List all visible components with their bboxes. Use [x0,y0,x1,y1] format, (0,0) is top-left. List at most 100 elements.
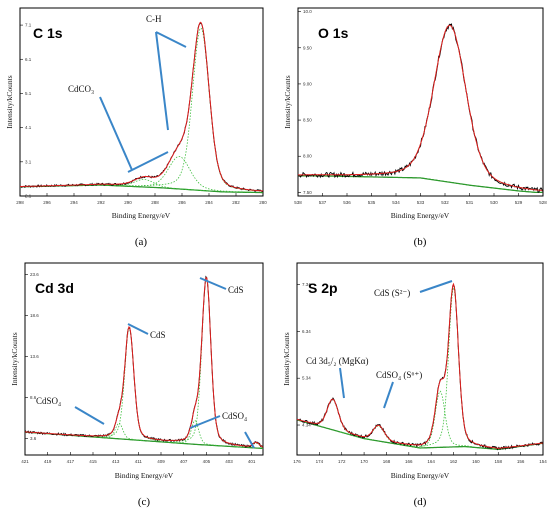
arrow-cd3d-mgka [339,367,345,399]
panel-letter-d: (d) [414,496,427,508]
x-tick-label: 286 [178,200,186,205]
curves-c1s [19,21,264,194]
curves-s2p [296,282,544,451]
y-tick-label: 8.00 [303,154,312,159]
arrow-cds-2 [199,277,227,290]
arrow-cdso4-s6 [383,381,394,409]
arrow-cds-s2 [419,280,453,293]
component-peak-2-3 [170,420,221,446]
y-ticks-c1s: 2.1 3.1 4.1 5.1 6.1 7.1 [20,23,32,199]
panel-letter-a: (a) [135,236,148,248]
x-tick-label: 530 [490,200,498,205]
x-tick-label: 535 [368,200,376,205]
panel-title-s2p: S 2p [308,280,338,296]
x-tick-label: 403 [225,459,233,464]
raw-spectrum-2 [24,275,264,448]
x-tick-label: 280 [259,200,267,205]
arrows-c1s [99,31,187,173]
y-tick-label: 3.6 [30,436,37,441]
x-tick-label: 415 [89,459,97,464]
arrow-ch-1 [155,31,187,48]
y-tick-label: 5.1 [25,91,32,96]
arrow-cdso4-1 [74,406,105,425]
annotation-cdso4-s6: CdSO₄ (S⁶⁺) [376,370,422,380]
annotation-ch: C-H [146,14,162,24]
x-tick-label: 405 [203,459,211,464]
x-tick-label: 288 [151,200,159,205]
arrow-weak-peak [244,431,255,449]
y-axis-label-cd3d: Intensity/kCounts [10,332,19,385]
x-tick-label: 158 [495,459,503,464]
y-tick-label: 13.6 [30,354,39,359]
fit-envelope-0 [20,21,264,192]
component-peak-2-2 [94,422,145,441]
x-tick-label: 176 [293,459,301,464]
panel-s2p: 176 174 172 170 168 166 164 162 160 158 156 154 4.3… [282,262,547,508]
annotation-cd3d-mgka: Cd 3d₅/₂ (MgKα) [306,356,369,366]
curves-o1s [297,23,543,194]
x-tick-label: 538 [294,200,302,205]
x-axis-label-c1s: Binding Energy/eV [112,211,171,220]
x-tick-label: 537 [319,200,327,205]
y-tick-label: 18.6 [30,313,39,318]
y-tick-label: 2.1 [25,194,32,199]
y-tick-label: 10.0 [303,9,312,14]
arrows-cd3d [74,277,255,449]
x-axis-label-cd3d: Binding Energy/eV [115,471,174,480]
x-tick-label: 292 [97,200,105,205]
curves-cd3d [24,275,264,450]
annotation-cds-2: CdS [228,285,244,295]
x-tick-label: 160 [472,459,480,464]
plot-frame-c [24,262,264,456]
x-tick-label: 413 [112,459,120,464]
y-ticks-s2p: 4.34 5.34 6.34 7.34 [297,282,311,428]
x-tick-label: 296 [43,200,51,205]
annotation-cds-1: CdS [150,330,166,340]
arrow-cdco3-2 [127,151,169,173]
panel-c1s: 298 296 294 292 290 288 286 284 282 280 2.1 3.1 4.1… [5,7,267,248]
fit-envelope-2 [25,277,264,448]
panel-o1s: 538 537 536 535 534 533 532 531 530 529 528 7.50 8.… [283,7,547,248]
annotation-cds-s2: CdS (S²⁻) [374,288,410,298]
x-tick-label: 156 [517,459,525,464]
y-tick-label: 3.1 [25,159,32,164]
x-ticks-s2p: 176 174 172 170 168 166 164 162 160 158 156 154 [293,452,547,464]
component-peak-2-0 [98,327,160,442]
y-ticks-cd3d: 3.6 8.6 13.6 18.6 23.6 [25,272,39,441]
annotation-cdco3: CdCO₃ [68,84,94,94]
y-tick-label: 6.34 [302,329,311,334]
x-tick-label: 532 [441,200,449,205]
x-tick-label: 284 [205,200,213,205]
x-ticks-c1s: 298 296 294 292 290 288 286 284 282 280 [16,193,267,205]
component-peak-0-1 [105,156,254,193]
annotation-cdso4-1: CdSO₄ [36,396,61,406]
x-ticks-o1s: 538 537 536 535 534 533 532 531 530 529 528 [294,193,547,205]
x-tick-label: 154 [539,459,547,464]
x-tick-label: 294 [70,200,78,205]
x-tick-label: 421 [21,459,29,464]
arrow-cdco3-1 [99,96,133,171]
x-tick-label: 529 [515,200,523,205]
arrows-s2p [339,280,453,409]
y-tick-label: 4.34 [302,423,311,428]
y-tick-label: 9.50 [303,45,312,50]
x-tick-label: 409 [157,459,165,464]
plot-frame-d [296,262,544,456]
y-tick-label: 8.6 [30,395,37,400]
x-tick-label: 166 [405,459,413,464]
panel-title-c1s: C 1s [33,25,63,41]
arrow-cds-1 [127,323,149,335]
panel-title-cd3d: Cd 3d [35,280,74,296]
y-axis-label-c1s: Intensity/kCounts [5,75,14,128]
y-tick-label: 4.1 [25,125,32,130]
y-tick-label: 7.34 [302,282,311,287]
x-tick-label: 419 [44,459,52,464]
x-axis-label-s2p: Binding Energy/eV [391,471,450,480]
y-tick-label: 6.1 [25,57,32,62]
x-tick-label: 528 [539,200,547,205]
x-tick-label: 172 [338,459,346,464]
x-tick-label: 290 [124,200,132,205]
x-tick-label: 282 [232,200,240,205]
annotation-cdso4-2: CdSO₄ [222,411,247,421]
x-tick-label: 411 [135,459,143,464]
